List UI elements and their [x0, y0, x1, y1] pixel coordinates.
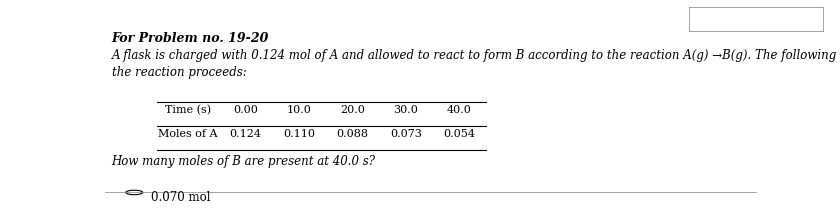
Text: A flask is charged with 0.124 mol of A and allowed to react to form B according : A flask is charged with 0.124 mol of A a…: [112, 49, 840, 79]
Text: For Problem no. 19-20: For Problem no. 19-20: [112, 32, 269, 45]
Text: How many moles of B are present at 40.0 s?: How many moles of B are present at 40.0 …: [112, 155, 375, 168]
Text: 30.0: 30.0: [393, 105, 418, 115]
Text: 0.073: 0.073: [390, 129, 422, 139]
Text: 0.088: 0.088: [336, 129, 369, 139]
Text: Time (s): Time (s): [165, 105, 211, 116]
Text: 0.00: 0.00: [234, 105, 258, 115]
Text: 40.0: 40.0: [447, 105, 471, 115]
Text: 10.0: 10.0: [286, 105, 312, 115]
Text: Moles of A: Moles of A: [158, 129, 218, 139]
Text: 0.054: 0.054: [444, 129, 475, 139]
Text: 20.0: 20.0: [340, 105, 365, 115]
Text: 0.070 mol: 0.070 mol: [150, 191, 210, 204]
Text: 0.110: 0.110: [283, 129, 315, 139]
Text: 0.124: 0.124: [229, 129, 261, 139]
